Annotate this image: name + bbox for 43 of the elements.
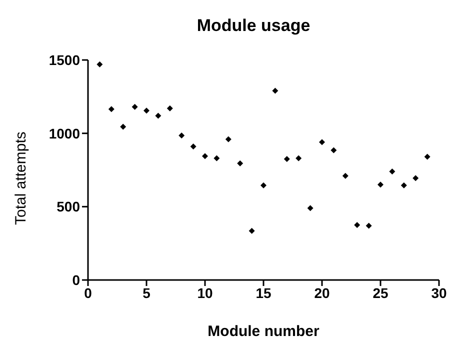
point [272, 88, 278, 94]
point [178, 132, 185, 139]
point [400, 182, 407, 188]
point [378, 182, 384, 188]
x-tick-label: 15 [256, 284, 272, 301]
point [260, 182, 266, 188]
point [248, 228, 255, 234]
point [132, 104, 138, 110]
point [424, 154, 430, 160]
y-axis-title: Total attempts [12, 132, 30, 225]
point [284, 156, 290, 162]
x-tick-label: 30 [431, 284, 447, 301]
x-axis-title: Module number [208, 323, 320, 340]
y-tick-label: 1000 [48, 125, 80, 142]
point [120, 124, 126, 130]
point [412, 175, 419, 182]
chart-title: Module usage [196, 16, 312, 36]
point [319, 139, 325, 146]
point [354, 222, 360, 228]
point [202, 153, 208, 160]
y-tick-label: 0 [72, 272, 80, 288]
point [96, 61, 103, 68]
x-tick-label: 0 [84, 284, 92, 301]
point [144, 108, 150, 114]
x-tick-label: 20 [314, 284, 330, 301]
y-tick-label: 500 [56, 198, 80, 215]
point [366, 222, 372, 229]
x-tick-label: 10 [197, 284, 213, 301]
point [225, 136, 232, 142]
point [190, 144, 196, 150]
x-tick-label: 5 [142, 284, 151, 301]
point [214, 155, 220, 162]
point [166, 105, 173, 112]
x-tick-label: 25 [372, 284, 388, 301]
point [108, 106, 114, 112]
point [307, 205, 314, 212]
y-tick-label: 1500 [48, 52, 80, 68]
point [237, 160, 244, 166]
point [296, 155, 302, 162]
point [342, 172, 348, 179]
point [155, 112, 162, 119]
point [389, 168, 396, 174]
point [330, 147, 337, 154]
